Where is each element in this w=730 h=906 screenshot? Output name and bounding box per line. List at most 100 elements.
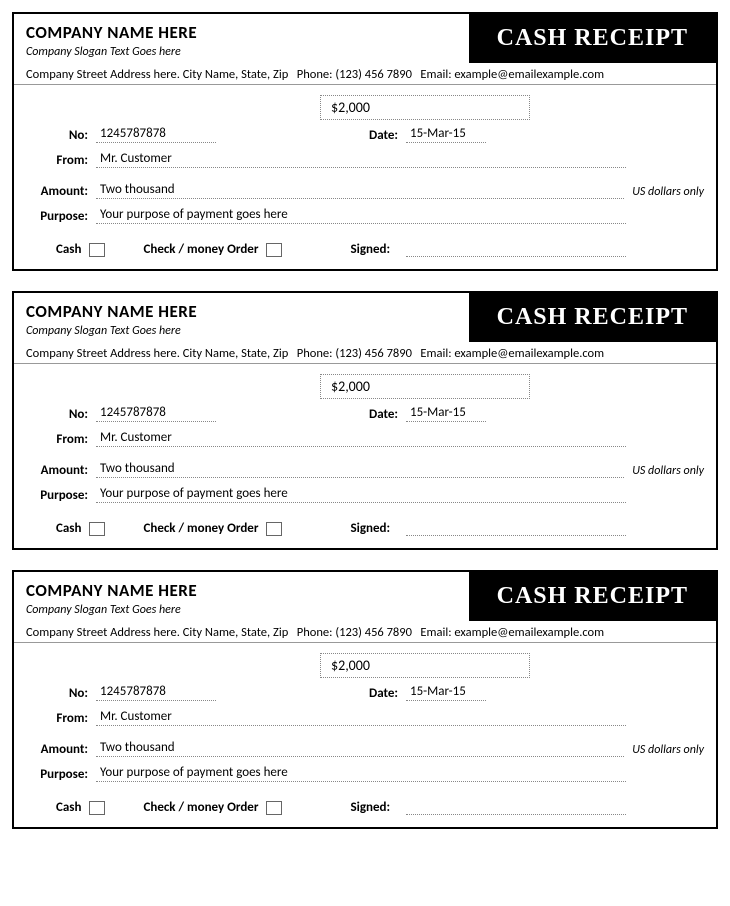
company-name: COMPANY NAME HERE	[26, 301, 457, 322]
cash-checkbox[interactable]	[89, 522, 105, 536]
signed-line	[406, 801, 626, 815]
email-value: example@emailexample.com	[454, 625, 604, 640]
purpose-label: Purpose:	[26, 767, 96, 782]
cash-label: Cash	[56, 521, 81, 536]
receipt-title: CASH RECEIPT	[469, 14, 716, 63]
date-value: 15-Mar-15	[406, 126, 486, 143]
signed-label: Signed:	[350, 242, 390, 257]
date-value: 15-Mar-15	[406, 684, 486, 701]
from-value: Mr. Customer	[96, 430, 626, 447]
row-amount: Amount: Two thousand US dollars only	[26, 461, 704, 478]
amount-box: $2,000	[320, 653, 530, 678]
amount-words: Two thousand	[96, 740, 624, 757]
purpose-value: Your purpose of payment goes here	[96, 765, 626, 782]
row-from: From: Mr. Customer	[26, 709, 704, 726]
amount-box-row: $2,000	[26, 374, 704, 399]
check-label: Check / money Order	[143, 521, 258, 536]
email-label: Email:	[420, 625, 451, 640]
email-value: example@emailexample.com	[454, 346, 604, 361]
row-amount: Amount: Two thousand US dollars only	[26, 182, 704, 199]
payment-row: Cash Check / money Order Signed:	[26, 242, 704, 257]
phone-label: Phone:	[297, 346, 333, 361]
row-purpose: Purpose: Your purpose of payment goes he…	[26, 765, 704, 782]
no-value: 1245787878	[96, 405, 216, 422]
amount-box-row: $2,000	[26, 653, 704, 678]
address-line: Company Street Address here. City Name, …	[14, 63, 716, 85]
address-text: Company Street Address here. City Name, …	[26, 67, 288, 82]
company-slogan: Company Slogan Text Goes here	[26, 45, 457, 59]
date-label: Date:	[356, 128, 406, 143]
amount-box: $2,000	[320, 374, 530, 399]
amount-label: Amount:	[26, 742, 96, 757]
header-left: COMPANY NAME HERE Company Slogan Text Go…	[14, 572, 469, 621]
date-value: 15-Mar-15	[406, 405, 486, 422]
date-label: Date:	[356, 407, 406, 422]
amount-label: Amount:	[26, 463, 96, 478]
cash-label: Cash	[56, 242, 81, 257]
company-slogan: Company Slogan Text Goes here	[26, 603, 457, 617]
amount-words: Two thousand	[96, 182, 624, 199]
from-label: From:	[26, 432, 96, 447]
amount-words: Two thousand	[96, 461, 624, 478]
phone-value: (123) 456 7890	[335, 346, 412, 361]
cash-checkbox[interactable]	[89, 243, 105, 257]
address-line: Company Street Address here. City Name, …	[14, 621, 716, 643]
amount-box: $2,000	[320, 95, 530, 120]
cash-checkbox[interactable]	[89, 801, 105, 815]
receipt-title: CASH RECEIPT	[469, 572, 716, 621]
row-no-date: No: 1245787878 Date: 15-Mar-15	[26, 684, 704, 701]
amount-suffix: US dollars only	[624, 464, 704, 478]
purpose-label: Purpose:	[26, 209, 96, 224]
phone-label: Phone:	[297, 625, 333, 640]
no-value: 1245787878	[96, 126, 216, 143]
check-label: Check / money Order	[143, 242, 258, 257]
signed-line	[406, 243, 626, 257]
receipt-header: COMPANY NAME HERE Company Slogan Text Go…	[14, 14, 716, 63]
receipt-body: $2,000 No: 1245787878 Date: 15-Mar-15 Fr…	[14, 85, 716, 269]
company-slogan: Company Slogan Text Goes here	[26, 324, 457, 338]
payment-row: Cash Check / money Order Signed:	[26, 800, 704, 815]
row-from: From: Mr. Customer	[26, 151, 704, 168]
from-label: From:	[26, 153, 96, 168]
receipt-3: COMPANY NAME HERE Company Slogan Text Go…	[12, 570, 718, 829]
receipt-body: $2,000 No: 1245787878 Date: 15-Mar-15 Fr…	[14, 643, 716, 827]
phone-label: Phone:	[297, 67, 333, 82]
no-label: No:	[26, 128, 96, 143]
header-left: COMPANY NAME HERE Company Slogan Text Go…	[14, 293, 469, 342]
from-value: Mr. Customer	[96, 709, 626, 726]
email-label: Email:	[420, 346, 451, 361]
signed-label: Signed:	[350, 521, 390, 536]
row-purpose: Purpose: Your purpose of payment goes he…	[26, 207, 704, 224]
header-left: COMPANY NAME HERE Company Slogan Text Go…	[14, 14, 469, 63]
from-value: Mr. Customer	[96, 151, 626, 168]
receipt-title: CASH RECEIPT	[469, 293, 716, 342]
purpose-value: Your purpose of payment goes here	[96, 207, 626, 224]
amount-suffix: US dollars only	[624, 743, 704, 757]
email-label: Email:	[420, 67, 451, 82]
row-from: From: Mr. Customer	[26, 430, 704, 447]
date-label: Date:	[356, 686, 406, 701]
no-value: 1245787878	[96, 684, 216, 701]
from-label: From:	[26, 711, 96, 726]
signed-line	[406, 522, 626, 536]
cash-label: Cash	[56, 800, 81, 815]
row-no-date: No: 1245787878 Date: 15-Mar-15	[26, 405, 704, 422]
amount-box-row: $2,000	[26, 95, 704, 120]
check-checkbox[interactable]	[266, 522, 282, 536]
email-value: example@emailexample.com	[454, 67, 604, 82]
amount-suffix: US dollars only	[624, 185, 704, 199]
company-name: COMPANY NAME HERE	[26, 22, 457, 43]
check-checkbox[interactable]	[266, 243, 282, 257]
address-text: Company Street Address here. City Name, …	[26, 625, 288, 640]
receipt-header: COMPANY NAME HERE Company Slogan Text Go…	[14, 572, 716, 621]
phone-value: (123) 456 7890	[335, 625, 412, 640]
phone-value: (123) 456 7890	[335, 67, 412, 82]
check-checkbox[interactable]	[266, 801, 282, 815]
receipt-2: COMPANY NAME HERE Company Slogan Text Go…	[12, 291, 718, 550]
signed-label: Signed:	[350, 800, 390, 815]
row-no-date: No: 1245787878 Date: 15-Mar-15	[26, 126, 704, 143]
check-label: Check / money Order	[143, 800, 258, 815]
row-amount: Amount: Two thousand US dollars only	[26, 740, 704, 757]
row-purpose: Purpose: Your purpose of payment goes he…	[26, 486, 704, 503]
no-label: No:	[26, 407, 96, 422]
